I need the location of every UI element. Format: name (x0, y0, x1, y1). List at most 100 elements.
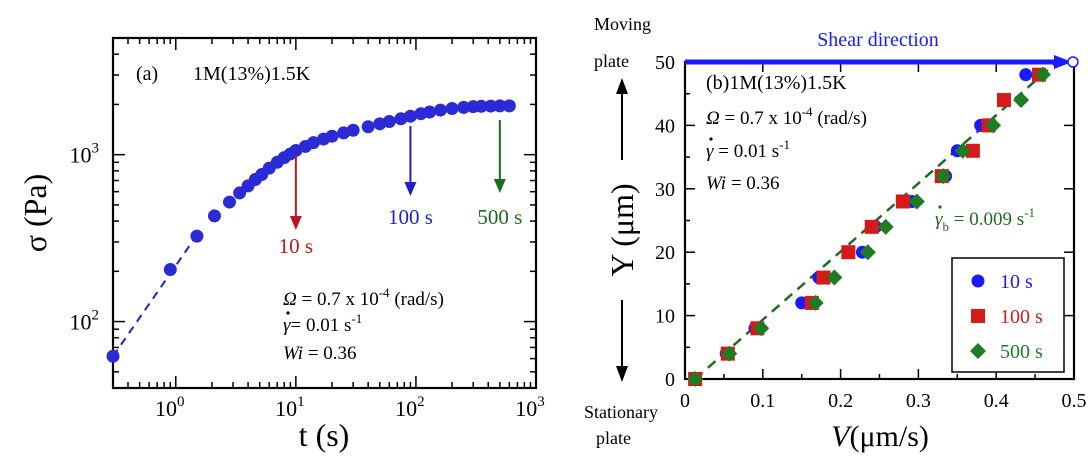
y-tick-label: 50 (655, 52, 675, 74)
shear-arrow-head (1054, 55, 1072, 69)
panel-a-omega-sym: Ω (283, 289, 297, 310)
y-arrow-down-head (616, 366, 628, 382)
legend: 10 s 100 s 500 s (970, 271, 1043, 363)
marker-arrow-head (404, 182, 417, 196)
data-point (106, 349, 120, 363)
data-point-diamond (1013, 92, 1030, 109)
panel-b-label: (b)1M(13%)1.5K (706, 72, 847, 94)
data-point-diamond (753, 320, 770, 337)
x-tick-label: 0.4 (984, 390, 1009, 412)
panel-a-fit (112, 234, 198, 357)
data-point (325, 129, 339, 143)
data-point-diamond (935, 168, 952, 185)
panel-a-ylabel: σ (Pa) (17, 174, 53, 253)
data-point (433, 103, 447, 117)
x-tick-label: 101 (275, 394, 305, 421)
data-point-diamond (908, 193, 925, 210)
panel-b-xlabel-sym: V (831, 420, 853, 453)
data-point (163, 263, 177, 277)
panel-b-gamma-dot (709, 137, 713, 141)
legend-label: 500 s (1000, 341, 1043, 363)
data-point (222, 195, 236, 209)
stationary-plate-label-2: plate (596, 428, 631, 448)
legend-box (951, 257, 1065, 373)
panel-b-ylabel: Y (μm) (604, 183, 640, 276)
panel-a-wi-text: = 0.36 (303, 343, 356, 364)
data-point (403, 109, 417, 123)
moving-plate-label-2: plate (594, 51, 629, 71)
fit-rate-exp: -1 (1024, 205, 1035, 220)
panel-b: 0 0.1 0.2 0.3 0.4 0.5 0 10 20 30 40 50 Shear direct… (584, 14, 1087, 453)
panel-b-wi-sym: Wi (706, 173, 726, 194)
panel-a-gamma-sym: γ (283, 315, 291, 336)
panel-a-points (106, 99, 516, 363)
data-point (361, 120, 375, 134)
fit-rate-sym: γ (935, 209, 943, 230)
moving-plate-label-1: Moving (594, 14, 651, 34)
panel-b-wi-text: = 0.36 (726, 173, 779, 194)
panel-a-sample: 1M(13%)1.5K (193, 63, 311, 85)
panel-b-omega-text: = 0.7 x 10 (720, 108, 802, 129)
y-tick-label: 102 (70, 308, 100, 335)
marker-arrow-head (289, 216, 302, 230)
shear-arrow-tip (1067, 56, 1079, 68)
panel-a-omega: Ω = 0.7 x 10-4 (rad/s) (283, 285, 444, 310)
panel-a-ticks: 100 101 102 103 102 103 (70, 37, 545, 421)
data-point-square (965, 143, 980, 158)
panel-a-gamma-exp: -1 (351, 311, 362, 326)
data-point-square (816, 270, 831, 285)
x-tick-label: 100 (155, 394, 185, 421)
x-tick-label: 0.3 (906, 390, 931, 412)
data-point (502, 99, 516, 113)
x-tick-label: 103 (515, 394, 545, 421)
x-tick-label: 0.5 (1062, 390, 1087, 412)
panel-b-gamma-exp: -1 (779, 137, 790, 152)
legend-label: 100 s (1000, 306, 1043, 328)
legend-marker (971, 309, 985, 323)
marker-label: 10 s (279, 234, 313, 258)
data-point (493, 99, 507, 113)
panel-a-label: (a) (136, 63, 158, 85)
panel-b-wi: Wi = 0.36 (706, 173, 780, 194)
panel-a-omega-unit: (rad/s) (390, 289, 444, 310)
data-point (382, 115, 396, 129)
data-point-diamond (859, 244, 876, 261)
panel-b-gamma-text: = 0.01 s (714, 141, 780, 162)
fit-rate-sub: b (943, 219, 950, 234)
data-point (457, 100, 471, 114)
data-point-diamond (826, 269, 843, 286)
legend-label: 10 s (1000, 271, 1033, 293)
y-tick-label: 103 (70, 141, 100, 168)
panel-b-xlabel-unit: (μm/s) (849, 420, 928, 453)
fit-rate-text: = 0.009 s (949, 209, 1024, 230)
marker-label: 100 s (388, 205, 433, 229)
panel-a-frame (111, 36, 538, 390)
legend-marker (970, 343, 986, 359)
panel-a-gamma-dot (286, 311, 290, 315)
panel-a-markers: 10 s 100 s 500 s (279, 120, 522, 258)
data-point (423, 105, 437, 119)
data-point (445, 102, 459, 116)
fit-line (112, 234, 198, 357)
y-tick-label: 0 (665, 369, 675, 391)
data-point-diamond (877, 218, 894, 235)
data-point-square (895, 194, 910, 209)
data-point-diamond (985, 117, 1002, 134)
y-tick-label: 30 (655, 179, 675, 201)
panel-b-sample: 1M(13%)1.5K (729, 72, 847, 94)
data-point (346, 123, 360, 137)
y-tick-label: 10 (655, 306, 675, 328)
data-point (306, 136, 320, 150)
shear-direction-label: Shear direction (817, 29, 939, 51)
panel-b-omega-unit: (rad/s) (813, 108, 867, 129)
data-point (190, 229, 204, 243)
data-point-diamond (721, 345, 738, 362)
panel-a-gamma-text: = 0.01 s (291, 315, 352, 336)
marker-label: 500 s (477, 205, 522, 229)
panel-b-xlabel: V(μm/s) (831, 420, 929, 453)
data-point-circle (1019, 68, 1033, 82)
panel-b-panel: (b) (706, 72, 729, 94)
panel-b-gamma: γ = 0.01 s-1 (706, 137, 790, 162)
panel-b-gamma-sym: γ (706, 141, 714, 162)
